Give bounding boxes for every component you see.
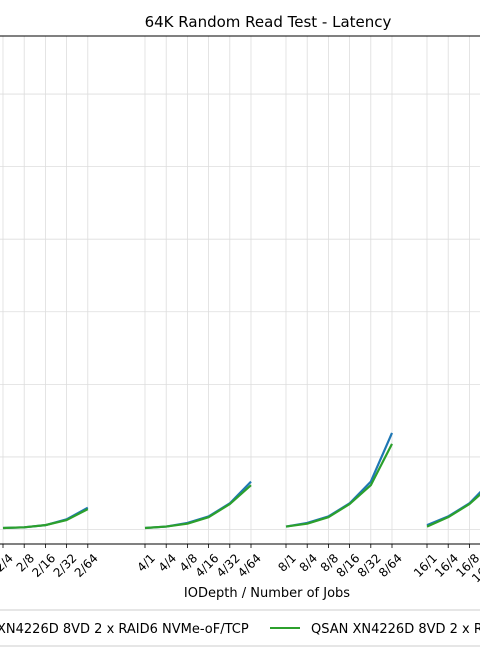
x-axis-label: IODepth / Number of Jobs	[184, 586, 350, 601]
x-tick-label: 8/64	[376, 551, 405, 580]
x-tick-label: 2/4	[0, 551, 16, 575]
x-tick-label: 4/64	[235, 551, 264, 580]
x-tick-label: 4/4	[156, 551, 180, 575]
x-tick-label: 4/1	[134, 551, 158, 575]
series-lines	[2, 432, 480, 530]
plot-frame	[0, 35, 480, 545]
x-tick-label: 8/1	[275, 551, 299, 575]
series-1-group-3-line	[285, 432, 394, 528]
series-2-group-4-line	[426, 493, 480, 528]
x-tick-label: 8/4	[297, 551, 321, 575]
x-tick-labels: 2/42/82/162/322/64 4/14/44/84/164/324/64 8…	[0, 544, 480, 585]
chart-title: 64K Random Read Test - Latency	[145, 13, 392, 31]
legend-frame	[0, 609, 480, 647]
legend-label-tcp: XN4226D 8VD 2 x RAID6 NVMe-oF/TCP	[0, 622, 249, 637]
legend: XN4226D 8VD 2 x RAID6 NVMe-oF/TCP QSAN X…	[0, 609, 480, 647]
x-tick-label: 2/64	[72, 551, 101, 580]
grid	[0, 36, 480, 544]
series-2-group-3-line	[285, 443, 393, 528]
series-2-group-2-line	[144, 484, 252, 530]
series-2-group-1-line	[2, 508, 89, 530]
series-1-group-4-line	[426, 490, 480, 527]
legend-label-rdma: QSAN XN4226D 8VD 2 x R	[311, 622, 480, 637]
